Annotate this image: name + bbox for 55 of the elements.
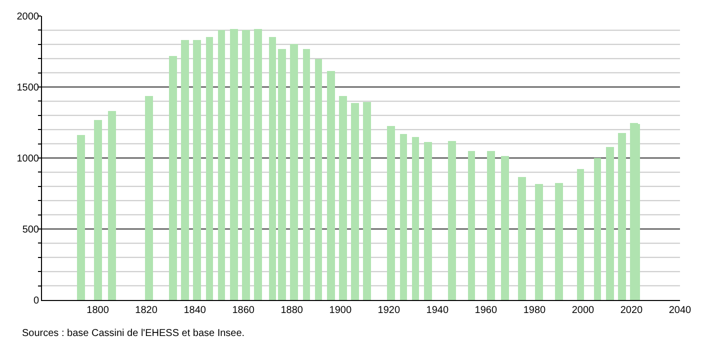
bar	[501, 156, 509, 300]
bar	[206, 37, 213, 300]
bar	[290, 44, 298, 300]
y-tick-label: 2000	[16, 12, 40, 22]
x-tick-label: 1900	[329, 305, 352, 316]
bar	[218, 30, 225, 300]
x-tick-label: 1980	[523, 305, 546, 316]
bar	[193, 40, 201, 300]
bar	[94, 120, 102, 300]
bar	[448, 141, 456, 300]
y-tick-label: 1000	[16, 154, 40, 164]
bar	[303, 49, 310, 300]
bar	[254, 29, 262, 300]
x-tick-label: 1880	[280, 305, 304, 316]
bar	[339, 96, 347, 300]
y-tick-label: 0	[33, 296, 40, 306]
bar	[77, 135, 85, 300]
x-tick-label: 1820	[135, 305, 158, 316]
bar	[145, 96, 153, 300]
bar	[169, 56, 177, 300]
bar	[555, 183, 563, 300]
x-tick-label: 1860	[232, 305, 255, 316]
y-tick-label: 1500	[16, 82, 40, 94]
bar	[387, 126, 395, 300]
bar	[424, 142, 432, 300]
bar	[351, 103, 359, 300]
bar	[269, 37, 276, 300]
bar	[327, 71, 335, 300]
bar	[363, 102, 371, 300]
x-tick-label: 1920	[378, 305, 400, 316]
bar	[181, 40, 189, 300]
bar	[487, 151, 495, 300]
x-tick-label: 1800	[86, 305, 110, 316]
x-tick-label: 2020	[620, 305, 644, 316]
bar	[618, 133, 626, 300]
bar	[315, 59, 322, 300]
bar	[577, 169, 584, 300]
bar	[108, 111, 116, 300]
bar	[535, 184, 543, 300]
bar	[412, 137, 419, 300]
x-tick-label: 1840	[184, 305, 206, 316]
x-tick-label: 1960	[474, 305, 498, 316]
bar	[518, 177, 526, 300]
bar	[606, 147, 614, 300]
bar	[230, 29, 238, 300]
bar	[400, 134, 407, 300]
bar	[242, 30, 250, 300]
bar	[468, 151, 475, 300]
bar	[278, 49, 286, 300]
bar	[594, 158, 601, 300]
x-tick-label: 2000	[572, 305, 595, 316]
x-tick-label: 1940	[426, 305, 449, 316]
y-tick-label: 500	[22, 224, 40, 236]
source-note: Sources : base Cassini de l'EHESS et base Insee.	[22, 328, 245, 339]
x-tick-label: 2040	[668, 305, 692, 316]
